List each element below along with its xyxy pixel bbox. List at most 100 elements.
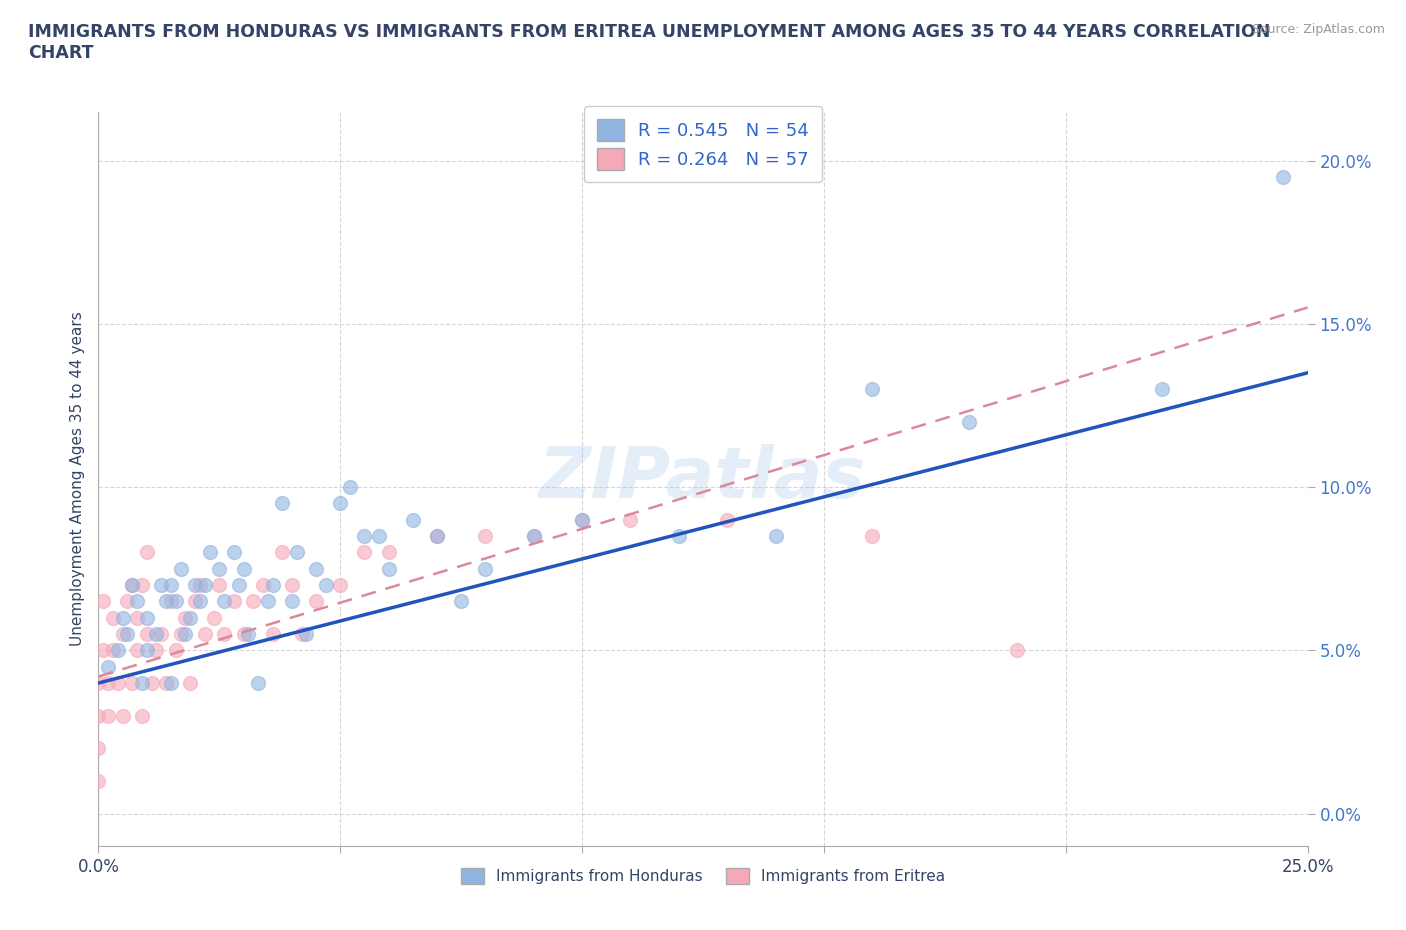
Point bbox=[131, 578, 153, 592]
Point bbox=[474, 562, 496, 577]
Point bbox=[232, 562, 254, 577]
Point bbox=[184, 578, 207, 592]
Point bbox=[107, 675, 129, 690]
Point bbox=[91, 643, 114, 658]
Point bbox=[141, 675, 163, 690]
Point bbox=[860, 528, 883, 543]
Point bbox=[860, 381, 883, 396]
Point bbox=[194, 578, 217, 592]
Point bbox=[127, 610, 149, 625]
Point bbox=[208, 578, 231, 592]
Point bbox=[232, 627, 254, 642]
Point bbox=[765, 528, 787, 543]
Point bbox=[368, 528, 391, 543]
Text: ZIPatlas: ZIPatlas bbox=[540, 445, 866, 513]
Point bbox=[222, 545, 245, 560]
Point bbox=[377, 562, 399, 577]
Point bbox=[262, 627, 284, 642]
Point bbox=[111, 610, 134, 625]
Point bbox=[329, 496, 352, 511]
Point bbox=[179, 675, 201, 690]
Point bbox=[160, 578, 183, 592]
Point bbox=[339, 480, 361, 495]
Point bbox=[155, 594, 177, 609]
Point bbox=[135, 627, 157, 642]
Point bbox=[377, 545, 399, 560]
Point bbox=[169, 562, 191, 577]
Point bbox=[305, 562, 328, 577]
Point bbox=[121, 578, 143, 592]
Point bbox=[256, 594, 278, 609]
Point bbox=[127, 643, 149, 658]
Point bbox=[87, 675, 110, 690]
Point bbox=[285, 545, 308, 560]
Text: IMMIGRANTS FROM HONDURAS VS IMMIGRANTS FROM ERITREA UNEMPLOYMENT AMONG AGES 35 T: IMMIGRANTS FROM HONDURAS VS IMMIGRANTS F… bbox=[28, 23, 1271, 62]
Legend: Immigrants from Honduras, Immigrants from Eritrea: Immigrants from Honduras, Immigrants fro… bbox=[456, 862, 950, 890]
Point bbox=[117, 594, 139, 609]
Point bbox=[107, 643, 129, 658]
Point bbox=[174, 627, 197, 642]
Point bbox=[212, 627, 235, 642]
Point bbox=[150, 627, 173, 642]
Point bbox=[228, 578, 250, 592]
Point bbox=[135, 545, 157, 560]
Point bbox=[222, 594, 245, 609]
Point bbox=[188, 578, 211, 592]
Point bbox=[127, 594, 149, 609]
Point bbox=[353, 528, 375, 543]
Point bbox=[305, 594, 328, 609]
Point bbox=[281, 578, 304, 592]
Point bbox=[117, 627, 139, 642]
Point bbox=[160, 594, 183, 609]
Point bbox=[957, 415, 980, 430]
Point bbox=[571, 512, 593, 527]
Point bbox=[97, 675, 120, 690]
Point bbox=[174, 610, 197, 625]
Point bbox=[97, 659, 120, 674]
Point bbox=[262, 578, 284, 592]
Point bbox=[101, 610, 124, 625]
Text: Source: ZipAtlas.com: Source: ZipAtlas.com bbox=[1251, 23, 1385, 36]
Point bbox=[165, 594, 187, 609]
Point bbox=[135, 643, 157, 658]
Point bbox=[184, 594, 207, 609]
Point bbox=[131, 675, 153, 690]
Point bbox=[204, 610, 226, 625]
Point bbox=[315, 578, 337, 592]
Point bbox=[165, 643, 187, 658]
Point bbox=[426, 528, 449, 543]
Point bbox=[716, 512, 738, 527]
Point bbox=[1007, 643, 1029, 658]
Point bbox=[329, 578, 352, 592]
Point bbox=[271, 545, 294, 560]
Point bbox=[238, 627, 260, 642]
Point bbox=[571, 512, 593, 527]
Point bbox=[111, 627, 134, 642]
Point bbox=[145, 627, 167, 642]
Point bbox=[353, 545, 375, 560]
Point bbox=[101, 643, 124, 658]
Point bbox=[131, 709, 153, 724]
Point bbox=[619, 512, 641, 527]
Point bbox=[402, 512, 425, 527]
Point bbox=[97, 709, 120, 724]
Point bbox=[87, 774, 110, 789]
Point bbox=[212, 594, 235, 609]
Point bbox=[450, 594, 472, 609]
Point bbox=[111, 709, 134, 724]
Point bbox=[121, 578, 143, 592]
Point bbox=[523, 528, 546, 543]
Point bbox=[150, 578, 173, 592]
Point bbox=[281, 594, 304, 609]
Point bbox=[169, 627, 191, 642]
Y-axis label: Unemployment Among Ages 35 to 44 years: Unemployment Among Ages 35 to 44 years bbox=[69, 312, 84, 646]
Point bbox=[121, 675, 143, 690]
Point bbox=[87, 709, 110, 724]
Point bbox=[1272, 169, 1295, 184]
Point bbox=[145, 643, 167, 658]
Point bbox=[194, 627, 217, 642]
Point bbox=[87, 741, 110, 756]
Point bbox=[523, 528, 546, 543]
Point bbox=[135, 610, 157, 625]
Point bbox=[474, 528, 496, 543]
